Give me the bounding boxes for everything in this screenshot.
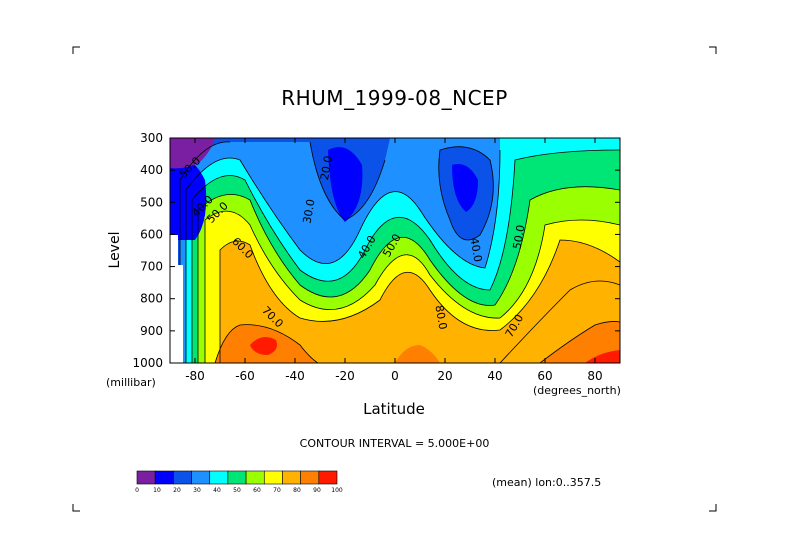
chart-title: RHUM_1999-08_NCEP <box>281 86 508 110</box>
contour-line <box>204 210 620 363</box>
x-tick-label: -80 <box>185 369 205 383</box>
y-tick-label: 300 <box>140 131 163 145</box>
colorbar-tick-label: 90 <box>313 487 321 494</box>
colorbar-tick-label: 0 <box>135 487 139 494</box>
contour-line <box>499 280 620 363</box>
contour-line <box>197 186 620 363</box>
colorbar-tick-label: 100 <box>331 487 343 494</box>
colorbar-swatch <box>263 470 283 485</box>
band-90-north <box>585 350 620 363</box>
colorbar-tick-label: 50 <box>233 487 241 494</box>
y-tick-label: 500 <box>140 195 163 209</box>
contour-interval-note: CONTOUR INTERVAL = 5.000E+00 <box>299 437 490 450</box>
band-10-tropics <box>328 147 363 222</box>
colorbar-swatch <box>209 470 229 485</box>
colorbar-swatch <box>300 470 320 485</box>
contour-field <box>170 138 620 363</box>
contour-line <box>219 239 620 363</box>
colorbar-swatch <box>191 470 211 485</box>
x-tick-label: -20 <box>335 369 355 383</box>
y-tick-label: 900 <box>140 324 163 338</box>
y-tick-label: 1000 <box>132 356 163 370</box>
colorbar-tick-label: 70 <box>273 487 281 494</box>
x-tick-label: 80 <box>587 369 602 383</box>
colorbar-swatch <box>282 470 301 485</box>
band-80-north <box>540 321 620 363</box>
colorbar: 0 10 20 30 40 50 60 70 80 90 100 <box>135 470 343 494</box>
colorbar-tick-label: 20 <box>173 487 181 494</box>
colorbar-swatch <box>318 470 338 485</box>
band-0 <box>170 138 215 169</box>
band-80-equator <box>395 345 440 363</box>
band-30 <box>170 138 500 363</box>
band-10-north <box>452 164 478 212</box>
contour-line <box>214 324 319 363</box>
colorbar-tick-label: 60 <box>253 487 261 494</box>
corner-marks <box>72 46 717 512</box>
contour-line <box>539 321 620 363</box>
corner-mark-bottom-left <box>72 504 80 512</box>
contour-line <box>191 149 620 363</box>
colorbar-swatch <box>245 470 265 485</box>
contour-label: 20.0 <box>318 155 335 181</box>
x-tick-label: 0 <box>391 369 399 383</box>
colorbar-swatch <box>136 470 156 485</box>
colorbar-tick-label: 80 <box>293 487 301 494</box>
corner-mark-top-left <box>72 46 80 54</box>
colorbar-tick-label: 40 <box>213 487 221 494</box>
x-tick-label: -60 <box>235 369 255 383</box>
contour-label: 80.0 <box>432 304 449 330</box>
band-10-south <box>170 157 207 240</box>
colorbar-tick-label: 10 <box>153 487 161 494</box>
x-axis-units: (degrees_north) <box>533 384 621 397</box>
colorbar-swatch <box>154 470 174 485</box>
colorbar-swatch <box>173 470 192 485</box>
y-tick-label: 800 <box>140 292 163 306</box>
band-90-south <box>250 336 277 355</box>
contour-line <box>179 141 386 363</box>
x-axis-label: Latitude <box>363 400 425 418</box>
x-tick-label: 20 <box>437 369 452 383</box>
y-tick-label: 600 <box>140 227 163 241</box>
contour-label: 30.0 <box>301 198 318 224</box>
corner-mark-top-right <box>709 46 717 54</box>
y-tick-label: 400 <box>140 163 163 177</box>
x-axis-ticks: -80 -60 -40 -20 0 20 40 60 80 <box>185 138 603 383</box>
x-tick-label: 60 <box>537 369 552 383</box>
corner-mark-bottom-right <box>709 504 717 512</box>
contour-label: 40.0 <box>467 237 484 263</box>
mean-longitude-note: (mean) lon:0..357.5 <box>492 476 602 489</box>
contour-line <box>185 149 501 363</box>
colorbar-tick-label: 30 <box>193 487 201 494</box>
x-tick-label: 40 <box>487 369 502 383</box>
y-axis-ticks: 300 400 500 600 700 800 900 1000 <box>132 131 620 370</box>
colorbar-swatch <box>227 470 247 485</box>
contour-label: 50.0 <box>511 224 528 250</box>
y-tick-label: 700 <box>140 260 163 274</box>
y-axis-units: (millibar) <box>106 376 156 389</box>
contour-lines <box>179 141 620 363</box>
x-tick-label: -40 <box>285 369 305 383</box>
contour-line <box>438 146 494 241</box>
